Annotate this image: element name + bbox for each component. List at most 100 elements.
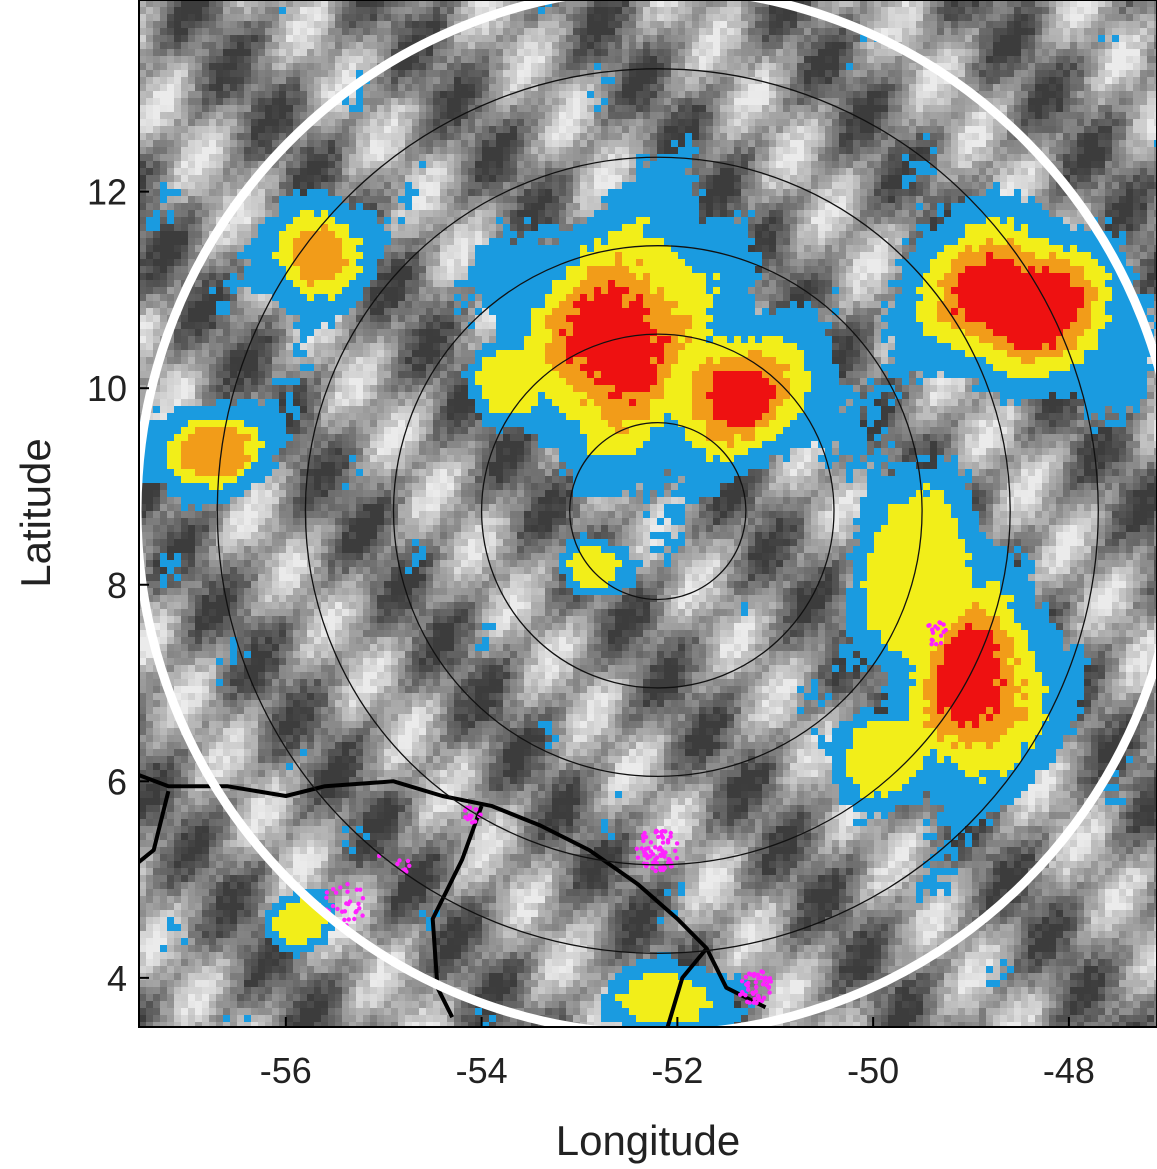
- pixel: [622, 77, 629, 84]
- pixel: [328, 154, 335, 161]
- pixel: [734, 105, 741, 112]
- pixel: [1070, 56, 1077, 63]
- pixel: [853, 0, 860, 7]
- pixel: [279, 63, 286, 70]
- pixel: [860, 77, 867, 84]
- pixel: [818, 182, 825, 189]
- pixel: [1049, 175, 1056, 182]
- pixel: [965, 133, 972, 140]
- pixel: [867, 224, 874, 231]
- pixel: [237, 77, 244, 84]
- pixel: [825, 98, 832, 105]
- pixel: [1000, 217, 1007, 224]
- brightness-temperature-pixels: [139, 0, 1157, 1027]
- pixel: [622, 161, 629, 168]
- pixel: [1098, 189, 1105, 196]
- pixel: [832, 112, 839, 119]
- pixel: [566, 77, 573, 84]
- pixel: [762, 105, 769, 112]
- pixel: [433, 49, 440, 56]
- pixel: [769, 63, 776, 70]
- pixel: [272, 224, 279, 231]
- pixel: [594, 147, 601, 154]
- pixel: [1035, 175, 1042, 182]
- pixel: [531, 63, 538, 70]
- pixel: [335, 49, 342, 56]
- pixel: [1105, 105, 1112, 112]
- pixel: [1091, 112, 1098, 119]
- pixel: [160, 126, 167, 133]
- pixel: [440, 112, 447, 119]
- pixel: [874, 133, 881, 140]
- pixel: [349, 7, 356, 14]
- pixel: [258, 161, 265, 168]
- pixel: [993, 196, 1000, 203]
- pixel: [440, 77, 447, 84]
- pixel: [692, 28, 699, 35]
- pixel: [881, 14, 888, 21]
- pixel: [1126, 98, 1133, 105]
- pixel: [293, 147, 300, 154]
- pixel: [216, 175, 223, 182]
- pixel: [356, 98, 363, 105]
- pixel: [811, 203, 818, 210]
- pixel: [258, 126, 265, 133]
- pixel: [811, 98, 818, 105]
- pixel: [265, 98, 272, 105]
- pixel: [615, 189, 622, 196]
- pixel: [321, 35, 328, 42]
- pixel: [314, 98, 321, 105]
- pixel: [1077, 147, 1084, 154]
- pixel: [160, 7, 167, 14]
- pixel: [251, 224, 258, 231]
- pixel: [216, 63, 223, 70]
- pixel: [489, 224, 496, 231]
- pixel: [629, 175, 636, 182]
- pixel: [923, 217, 930, 224]
- pixel: [790, 182, 797, 189]
- pixel: [930, 224, 937, 231]
- pixel: [489, 203, 496, 210]
- pixel: [482, 168, 489, 175]
- pixel: [447, 56, 454, 63]
- pixel: [790, 84, 797, 91]
- pixel: [972, 42, 979, 49]
- pixel: [335, 28, 342, 35]
- pixel: [888, 210, 895, 217]
- pixel: [1021, 147, 1028, 154]
- pixel: [1021, 119, 1028, 126]
- pixel: [328, 112, 335, 119]
- pixel: [139, 49, 146, 56]
- pixel: [951, 182, 958, 189]
- pixel: [601, 217, 608, 224]
- pixel: [258, 238, 265, 245]
- pixel: [650, 0, 657, 7]
- pixel: [153, 77, 160, 84]
- pixel: [1000, 210, 1007, 217]
- pixel: [496, 161, 503, 168]
- pixel: [657, 224, 664, 231]
- pixel: [685, 56, 692, 63]
- pixel: [944, 49, 951, 56]
- pixel: [692, 77, 699, 84]
- pixel: [146, 203, 153, 210]
- pixel: [902, 189, 909, 196]
- pixel: [580, 105, 587, 112]
- pixel: [692, 175, 699, 182]
- pixel: [972, 189, 979, 196]
- pixel: [188, 161, 195, 168]
- pixel: [643, 91, 650, 98]
- pixel: [1091, 70, 1098, 77]
- pixel: [678, 217, 685, 224]
- pixel: [391, 126, 398, 133]
- pixel: [762, 175, 769, 182]
- pixel: [923, 0, 930, 7]
- pixel: [181, 14, 188, 21]
- pixel: [195, 119, 202, 126]
- pixel: [699, 14, 706, 21]
- pixel: [482, 154, 489, 161]
- pixel: [461, 154, 468, 161]
- pixel: [1035, 133, 1042, 140]
- pixel: [398, 42, 405, 49]
- pixel: [1028, 133, 1035, 140]
